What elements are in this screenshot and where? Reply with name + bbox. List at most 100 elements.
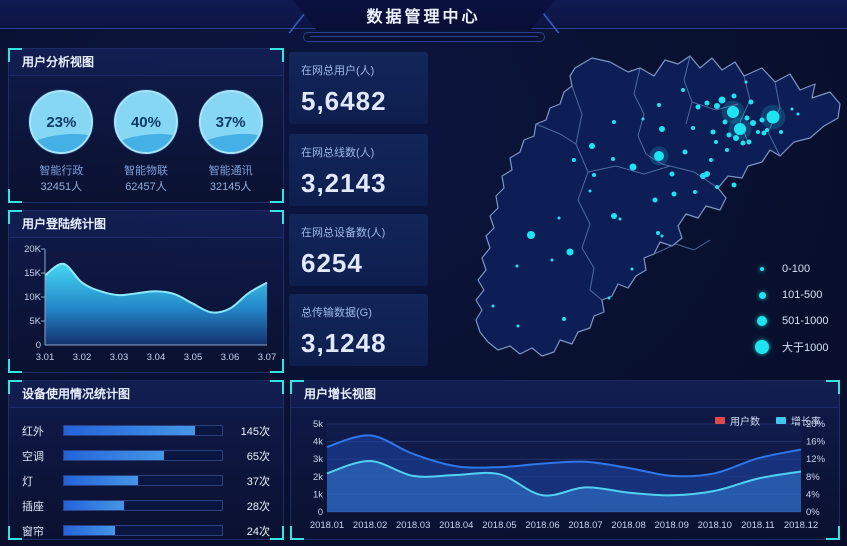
corner-bracket-icon bbox=[826, 380, 840, 394]
bar-track bbox=[63, 425, 223, 436]
bar-track bbox=[63, 525, 223, 536]
map-legend-item: 0-100 bbox=[754, 256, 829, 282]
device-value: 37次 bbox=[246, 475, 270, 488]
stat-label: 总传输数据(G) bbox=[301, 307, 372, 319]
growth-xtick: 2018.12 bbox=[784, 520, 818, 531]
bar-fill bbox=[64, 451, 164, 460]
gauge-percent: 23% bbox=[46, 113, 77, 131]
corner-bracket-icon bbox=[270, 48, 284, 62]
bar-track bbox=[63, 450, 223, 461]
device-label: 窗帘 bbox=[22, 525, 44, 538]
map-legend-label: 501-1000 bbox=[782, 315, 829, 327]
gauge-percent: 37% bbox=[215, 113, 246, 131]
panel-title: 用户分析视图 bbox=[9, 49, 283, 76]
corner-bracket-icon bbox=[8, 210, 22, 224]
gauge-label: 智能物联 bbox=[123, 165, 168, 177]
header-underline-decoration bbox=[302, 32, 545, 42]
growth-xtick: 2018.05 bbox=[482, 520, 516, 531]
liquid-gauge-iot: 40% 智能物联 62457人 bbox=[106, 90, 186, 194]
login-ytick: 20K bbox=[24, 244, 42, 255]
login-xtick: 3.06 bbox=[221, 352, 240, 363]
login-ytick: 0 bbox=[36, 340, 41, 351]
header-title-zone: 数据管理中心 bbox=[274, 0, 574, 46]
province-map bbox=[475, 55, 841, 357]
login-area-chart: 20K 15K 10K 5K 0 3.01 3.02 3.03 3.04 3.0… bbox=[24, 244, 276, 363]
gauge-label: 智能行政 bbox=[39, 165, 84, 177]
growth-legend: 用户数 增长率 bbox=[715, 413, 821, 428]
map-legend: 0-100 101-500 501-1000 大于1000 bbox=[754, 256, 829, 360]
scatter-dot-icon bbox=[758, 291, 766, 299]
device-bar-list: 红外 145次 空调 65次 灯 37次 插座 28次 窗帘 bbox=[9, 408, 283, 543]
login-ytick: 15K bbox=[24, 268, 42, 279]
device-label: 灯 bbox=[22, 475, 33, 488]
liquid-gauge-circle: 40% bbox=[113, 90, 178, 154]
page-title: 数据管理中心 bbox=[366, 9, 481, 26]
panel-user-analysis: 用户分析视图 23% 智能行政 32451人 40% 智能物联 62457人 bbox=[8, 48, 284, 203]
device-value: 28次 bbox=[246, 500, 270, 513]
corner-bracket-icon bbox=[270, 359, 284, 373]
bar-track bbox=[63, 475, 223, 486]
growth-dual-axis-chart: 5k 4k 3k 2k 1k 0 20% 16% 12% 8% 4% 0% 20… bbox=[310, 419, 826, 531]
legend-dot-box bbox=[754, 267, 770, 271]
device-bar-row: 红外 145次 bbox=[9, 418, 283, 443]
growth-right-tick: 0% bbox=[806, 507, 820, 518]
panel-title: 用户增长视图 bbox=[291, 381, 839, 408]
login-ytick: 5K bbox=[29, 316, 41, 327]
scatter-dot-icon bbox=[760, 267, 764, 271]
map-legend-item: 501-1000 bbox=[754, 308, 829, 334]
legend-label: 用户数 bbox=[730, 417, 760, 428]
device-bar-row: 灯 37次 bbox=[9, 468, 283, 493]
rate-line bbox=[326, 459, 802, 497]
corner-bracket-icon bbox=[290, 380, 304, 394]
growth-xtick: 2018.07 bbox=[568, 520, 602, 531]
device-label: 空调 bbox=[22, 450, 44, 463]
liquid-gauge-comm: 37% 智能通讯 32145人 bbox=[191, 90, 271, 194]
legend-dot-box bbox=[754, 291, 770, 299]
legend-swatch-icon bbox=[715, 417, 725, 424]
growth-xtick: 2018.03 bbox=[396, 520, 430, 531]
scatter-dot-icon bbox=[757, 316, 767, 326]
gauge-count: 32145人 bbox=[209, 181, 252, 193]
login-xtick: 3.03 bbox=[110, 352, 129, 363]
stat-value: 6254 bbox=[301, 248, 363, 278]
stat-value: 3,2143 bbox=[301, 168, 387, 198]
map-legend-label: 101-500 bbox=[782, 289, 823, 301]
growth-right-tick: 4% bbox=[806, 489, 820, 500]
corner-bracket-icon bbox=[8, 526, 22, 540]
login-xtick: 3.04 bbox=[147, 352, 166, 363]
growth-xtick: 2018.02 bbox=[353, 520, 387, 531]
panel-login-stats: 用户登陆统计图 20K 15K 10K 5K 0 3.01 3. bbox=[8, 210, 284, 373]
bar-fill bbox=[64, 426, 196, 435]
header-title-trapezoid: 数据管理中心 bbox=[293, 0, 555, 30]
growth-left-tick: 1k bbox=[313, 489, 323, 500]
stat-label: 在网总线数(人) bbox=[301, 147, 375, 159]
stat-label: 在网总设备数(人) bbox=[301, 227, 386, 239]
corner-bracket-icon bbox=[8, 359, 22, 373]
device-label: 红外 bbox=[22, 425, 44, 438]
corner-bracket-icon bbox=[270, 189, 284, 203]
legend-item-growth-rate[interactable]: 增长率 bbox=[776, 413, 821, 428]
legend-dot-box bbox=[754, 316, 770, 326]
stat-card-total-data: 总传输数据(G) 3,1248 bbox=[289, 294, 428, 366]
map-legend-label: 0-100 bbox=[782, 263, 811, 275]
growth-xtick: 2018.08 bbox=[611, 520, 645, 531]
stat-card-total-devices: 在网总设备数(人) 6254 bbox=[289, 214, 428, 286]
users-line bbox=[326, 434, 802, 478]
growth-xtick: 2018.04 bbox=[439, 520, 473, 531]
map-internal-borders bbox=[535, 55, 781, 301]
legend-item-users[interactable]: 用户数 bbox=[715, 413, 760, 428]
stat-card-total-lines: 在网总线数(人) 3,2143 bbox=[289, 134, 428, 206]
bar-fill bbox=[64, 526, 115, 535]
device-value: 65次 bbox=[246, 450, 270, 463]
scatter-dot-icon bbox=[755, 340, 769, 354]
bar-fill bbox=[64, 501, 125, 510]
stat-value: 5,6482 bbox=[301, 86, 387, 116]
bar-fill bbox=[64, 476, 139, 485]
corner-bracket-icon bbox=[270, 210, 284, 224]
corner-bracket-icon bbox=[8, 48, 22, 62]
device-bar-row: 空调 65次 bbox=[9, 443, 283, 468]
corner-bracket-icon bbox=[270, 380, 284, 394]
growth-xtick: 2018.01 bbox=[310, 520, 344, 531]
login-xtick: 3.01 bbox=[36, 352, 55, 363]
gauge-row: 23% 智能行政 32451人 40% 智能物联 62457人 37% 智能通讯 bbox=[9, 76, 283, 194]
